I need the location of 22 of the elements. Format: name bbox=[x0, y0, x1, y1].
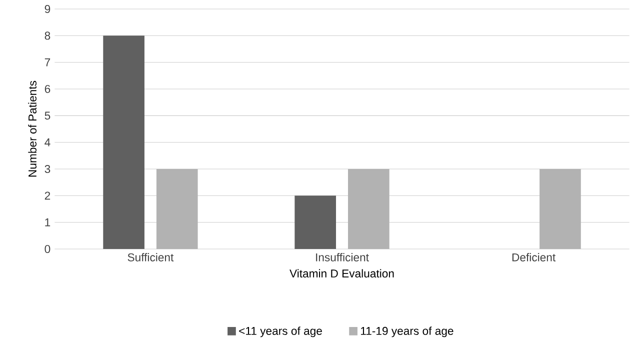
bar bbox=[294, 196, 336, 249]
y-tick-label: 7 bbox=[44, 58, 50, 66]
bar bbox=[156, 169, 198, 249]
y-tick-label: 1 bbox=[45, 218, 50, 226]
x-tick-label: Sufficient bbox=[128, 253, 174, 262]
legend-label: 11-19 years of age bbox=[360, 326, 454, 338]
y-tick-label: 0 bbox=[44, 245, 50, 254]
y-tick-label: 6 bbox=[44, 85, 50, 94]
y-tick-label: 2 bbox=[44, 192, 50, 200]
bar bbox=[103, 36, 144, 249]
bar bbox=[348, 169, 390, 249]
x-tick-label: Insufficient bbox=[316, 253, 369, 262]
legend-label: <11 years of age bbox=[239, 326, 322, 338]
y-axis-title: Number of Patients bbox=[28, 80, 36, 177]
y-tick-label: 8 bbox=[44, 32, 50, 40]
x-tick-label: Deficient bbox=[512, 253, 556, 262]
y-tick-label: 9 bbox=[44, 5, 50, 14]
y-tick-label: 4 bbox=[44, 138, 50, 146]
y-tick-label: 3 bbox=[44, 165, 50, 174]
bar bbox=[540, 169, 581, 249]
y-tick-label: 5 bbox=[44, 112, 50, 120]
x-axis-title: Vitamin D Evaluation bbox=[290, 269, 394, 278]
